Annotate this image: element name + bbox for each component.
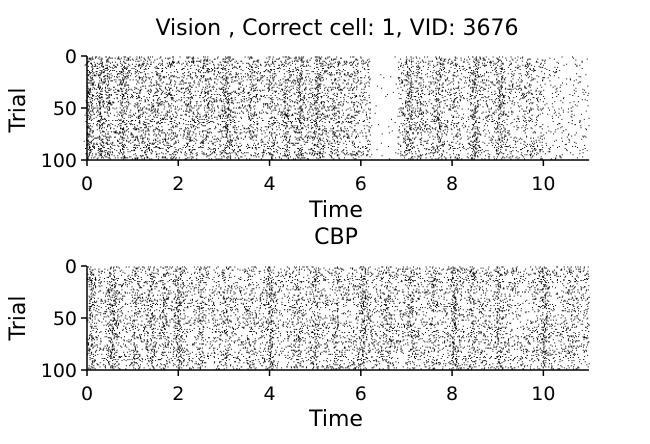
cbp-y-tick-label: 0 [65, 256, 77, 278]
vision-y-tick-label: 0 [65, 46, 77, 68]
cbp-x-tick-label: 6 [355, 383, 367, 405]
vision-title: Vision , Correct cell: 1, VID: 3676 [155, 16, 518, 41]
cbp-title: CBP [314, 225, 358, 250]
cbp-spike-marks [86, 266, 590, 371]
vision-raster-panel: Vision , Correct cell: 1, VID: 3676 0 2 4 6… [6, 16, 590, 223]
vision-x-tick-label: 2 [172, 173, 184, 195]
cbp-x-tick-label: 0 [81, 383, 93, 405]
cbp-x-tick-label: 8 [446, 383, 458, 405]
vision-x-axis-label: Time [308, 198, 363, 223]
cbp-y-tick-label: 50 [53, 308, 77, 330]
vision-x-tick-label: 6 [355, 173, 367, 195]
vision-x-tick-label: 4 [263, 173, 275, 195]
cbp-x-tick-label: 10 [531, 383, 555, 405]
cbp-spike-dots [86, 266, 590, 371]
vision-x-tick-label: 10 [531, 173, 555, 195]
vision-spike-marks [83, 56, 590, 161]
cbp-y-tick-label: 100 [41, 360, 77, 382]
vision-y-tick-label: 100 [41, 150, 77, 172]
vision-spike-dots [83, 56, 590, 161]
cbp-x-tick-label: 4 [263, 383, 275, 405]
vision-y-axis-label: Trial [6, 88, 31, 134]
cbp-x-axis-label: Time [308, 407, 363, 432]
vision-x-tick-label: 0 [81, 173, 93, 195]
vision-y-tick-label: 50 [53, 98, 77, 120]
cbp-y-axis-label: Trial [6, 296, 31, 342]
vision-x-tick-label: 8 [446, 173, 458, 195]
cbp-x-tick-label: 2 [172, 383, 184, 405]
